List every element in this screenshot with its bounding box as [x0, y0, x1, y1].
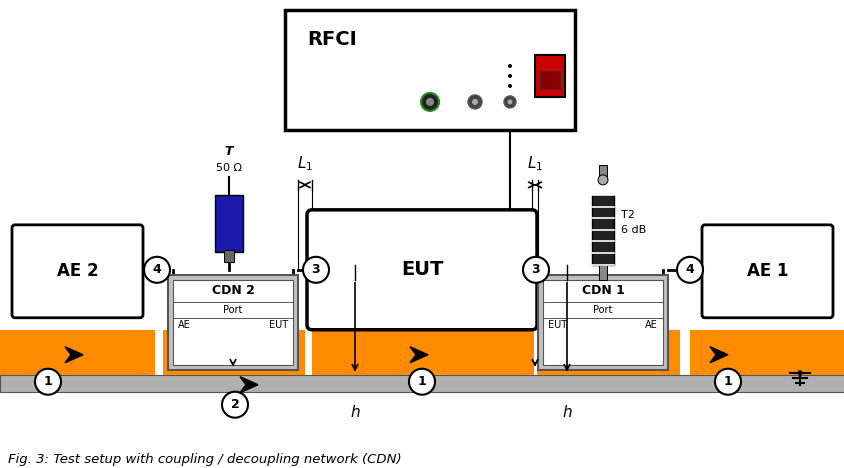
Bar [539, 71, 560, 89]
Text: 1: 1 [417, 375, 426, 388]
Bar [690, 330, 844, 375]
Polygon shape [709, 347, 728, 363]
Circle shape [408, 369, 435, 395]
Bar [168, 275, 298, 370]
Bar [592, 195, 614, 265]
Text: 2: 2 [230, 398, 239, 411]
Text: 4: 4 [153, 263, 161, 276]
Circle shape [472, 99, 478, 105]
Bar [224, 250, 234, 262]
Text: 3: 3 [531, 263, 539, 276]
Circle shape [507, 64, 511, 68]
Text: $h$: $h$ [349, 404, 360, 420]
Bar [0, 375, 844, 392]
Text: RFCI: RFCI [306, 30, 356, 50]
Circle shape [143, 257, 170, 283]
FancyBboxPatch shape [12, 225, 143, 318]
Text: 1: 1 [44, 375, 52, 388]
Circle shape [598, 175, 608, 185]
Circle shape [676, 257, 702, 283]
Bar [534, 55, 565, 97]
Bar [538, 275, 668, 370]
Text: EUT: EUT [548, 320, 566, 330]
Text: 3: 3 [311, 263, 320, 276]
Circle shape [714, 369, 740, 395]
Circle shape [303, 257, 328, 283]
Text: AE: AE [645, 320, 657, 330]
Circle shape [507, 74, 511, 78]
Circle shape [35, 369, 61, 395]
Text: 6 dB: 6 dB [620, 225, 646, 235]
Text: CDN 2: CDN 2 [211, 284, 254, 297]
Text: 4: 4 [684, 263, 694, 276]
Polygon shape [240, 377, 257, 393]
Text: AE 2: AE 2 [57, 262, 98, 280]
Bar [284, 10, 574, 130]
Circle shape [507, 99, 512, 104]
Bar [173, 280, 293, 365]
Circle shape [420, 93, 439, 111]
Text: $L_1$: $L_1$ [527, 154, 543, 173]
Circle shape [468, 95, 481, 109]
Bar [598, 265, 606, 280]
Bar [543, 280, 663, 365]
Text: AE 1: AE 1 [746, 262, 787, 280]
Text: 50 Ω: 50 Ω [216, 163, 241, 173]
Circle shape [503, 96, 516, 108]
Text: CDN 1: CDN 1 [581, 284, 624, 297]
Circle shape [222, 392, 247, 418]
Circle shape [425, 98, 434, 106]
Bar [311, 330, 533, 375]
Text: Fig. 3: Test setup with coupling / decoupling network (CDN): Fig. 3: Test setup with coupling / decou… [8, 453, 401, 466]
Bar [598, 165, 606, 180]
Polygon shape [409, 347, 428, 363]
Bar [214, 195, 243, 252]
Text: T2: T2 [620, 210, 634, 220]
Circle shape [797, 370, 802, 375]
Text: $L_1$: $L_1$ [296, 154, 313, 173]
Bar [163, 330, 305, 375]
Text: $h$: $h$ [561, 404, 571, 420]
Text: AE: AE [178, 320, 191, 330]
Text: EUT: EUT [400, 260, 442, 279]
Text: 1: 1 [722, 375, 732, 388]
Polygon shape [65, 347, 83, 363]
FancyBboxPatch shape [701, 225, 832, 318]
Text: Port: Port [223, 305, 242, 315]
Circle shape [522, 257, 549, 283]
Bar [0, 330, 154, 375]
Bar [537, 330, 679, 375]
Text: Port: Port [592, 305, 612, 315]
Text: EUT: EUT [268, 320, 288, 330]
FancyBboxPatch shape [306, 210, 537, 330]
Circle shape [507, 84, 511, 88]
Text: T: T [225, 146, 233, 158]
